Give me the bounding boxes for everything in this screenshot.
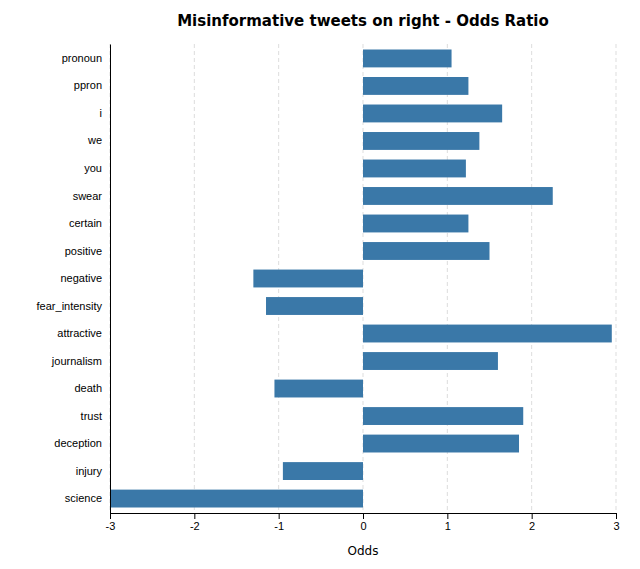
- bar: [363, 50, 452, 68]
- bar: [363, 132, 479, 150]
- y-tick: journalism: [51, 355, 110, 367]
- x-tick: 1: [445, 513, 451, 532]
- bar: [363, 435, 519, 453]
- y-tick: trust: [81, 410, 110, 422]
- bar: [363, 407, 523, 425]
- y-tick-label: pronoun: [62, 52, 102, 64]
- y-tick-label: injury: [76, 465, 103, 477]
- grid-line: [194, 44, 195, 513]
- grid: [110, 44, 616, 513]
- y-tick: certain: [69, 217, 110, 229]
- plot-area: -3 -2 -1 0 1 2 3 pronoun ppron i we you swear certain…: [37, 44, 620, 532]
- x-axis: -3 -2 -1 0 1 2 3: [106, 513, 620, 532]
- x-axis-line: [111, 514, 617, 520]
- y-tick: pronoun: [62, 52, 110, 64]
- x-tick: 2: [529, 513, 535, 532]
- bars: [110, 50, 612, 508]
- y-tick: death: [74, 382, 110, 394]
- bar: [274, 380, 363, 398]
- grid-line: [616, 44, 617, 513]
- bar: [253, 270, 363, 288]
- y-tick-label: certain: [69, 217, 102, 229]
- grid-line: [110, 44, 111, 513]
- y-tick-label: positive: [65, 245, 102, 257]
- title: Misinformative tweets on right - Odds Ra…: [177, 12, 549, 30]
- x-tick-mark: [447, 513, 448, 519]
- y-axis: pronoun ppron i we you swear certain positive ne…: [37, 45, 111, 514]
- y-tick: negative: [60, 272, 110, 284]
- y-tick-label: trust: [81, 410, 102, 422]
- x-tick-mark: [279, 513, 280, 519]
- x-tick-label: 0: [360, 520, 366, 532]
- x-axis-title: Odds: [348, 544, 379, 558]
- grid-line: [531, 44, 532, 513]
- bar: [363, 187, 553, 205]
- y-tick: i: [100, 107, 110, 119]
- x-tick-label: -3: [106, 520, 116, 532]
- bar: [283, 462, 363, 480]
- x-tick: -2: [190, 513, 200, 532]
- x-tick-mark: [616, 513, 617, 519]
- chart: -3 -2 -1 0 1 2 3 pronoun ppron i we you swear certain…: [0, 0, 640, 569]
- y-tick: attractive: [57, 327, 110, 339]
- x-tick: -3: [106, 513, 116, 532]
- x-tick-label: -2: [190, 520, 200, 532]
- y-tick: we: [87, 134, 110, 146]
- x-tick-mark: [194, 513, 195, 519]
- bar: [363, 215, 468, 233]
- bar: [363, 105, 502, 123]
- x-tick-label: 2: [529, 520, 535, 532]
- y-tick: positive: [65, 245, 110, 257]
- x-tick: -1: [274, 513, 284, 532]
- y-tick-label: swear: [73, 189, 103, 201]
- bar: [110, 490, 363, 508]
- y-tick: fear_intensity: [37, 300, 110, 312]
- bar: [266, 297, 363, 315]
- bar: [363, 77, 468, 95]
- y-tick: ppron: [74, 79, 110, 91]
- bar: [363, 325, 612, 343]
- y-tick-label: negative: [60, 272, 102, 284]
- y-tick-label: journalism: [51, 355, 102, 367]
- bar: [363, 242, 490, 260]
- y-tick: science: [65, 492, 110, 504]
- x-tick-label: 1: [445, 520, 451, 532]
- y-tick: deception: [54, 437, 110, 449]
- y-tick-label: ppron: [74, 79, 102, 91]
- y-tick-label: science: [65, 492, 102, 504]
- x-tick-label: 3: [613, 520, 619, 532]
- y-tick-label: i: [100, 107, 102, 119]
- x-tick: 3: [613, 513, 619, 532]
- y-tick-label: deception: [54, 437, 102, 449]
- y-tick: swear: [73, 189, 110, 201]
- y-tick-label: we: [87, 134, 102, 146]
- y-axis-line: [110, 45, 111, 514]
- y-tick: injury: [76, 465, 110, 477]
- y-tick-label: attractive: [57, 327, 102, 339]
- y-tick-label: fear_intensity: [37, 300, 103, 312]
- y-tick: you: [84, 162, 110, 174]
- x-tick-mark: [110, 513, 111, 519]
- y-tick-label: death: [74, 382, 102, 394]
- bar: [363, 160, 466, 178]
- y-tick-label: you: [84, 162, 102, 174]
- bar: [363, 352, 498, 370]
- x-tick-label: -1: [274, 520, 284, 532]
- x-tick: 0: [360, 513, 366, 532]
- x-tick-mark: [532, 513, 533, 519]
- x-tick-mark: [363, 513, 364, 519]
